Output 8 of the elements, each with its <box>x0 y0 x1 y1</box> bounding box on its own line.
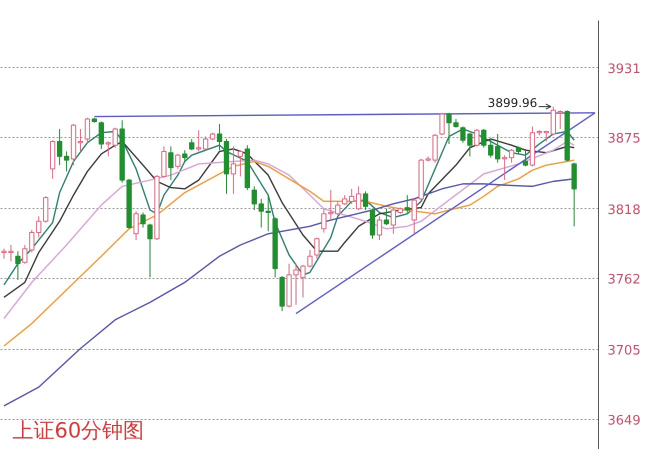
y-tick-label: 3818 <box>608 202 641 218</box>
annotation: 3899.96 <box>488 96 538 110</box>
y-tick-label: 3762 <box>608 272 641 288</box>
y-tick-label: 3705 <box>608 344 641 359</box>
text: 上证60分钟图 <box>12 418 144 442</box>
y-tick-label: 3649 <box>608 414 641 429</box>
y-tick-label: 3931 <box>608 62 641 77</box>
y-tick-label: 3875 <box>608 132 641 147</box>
